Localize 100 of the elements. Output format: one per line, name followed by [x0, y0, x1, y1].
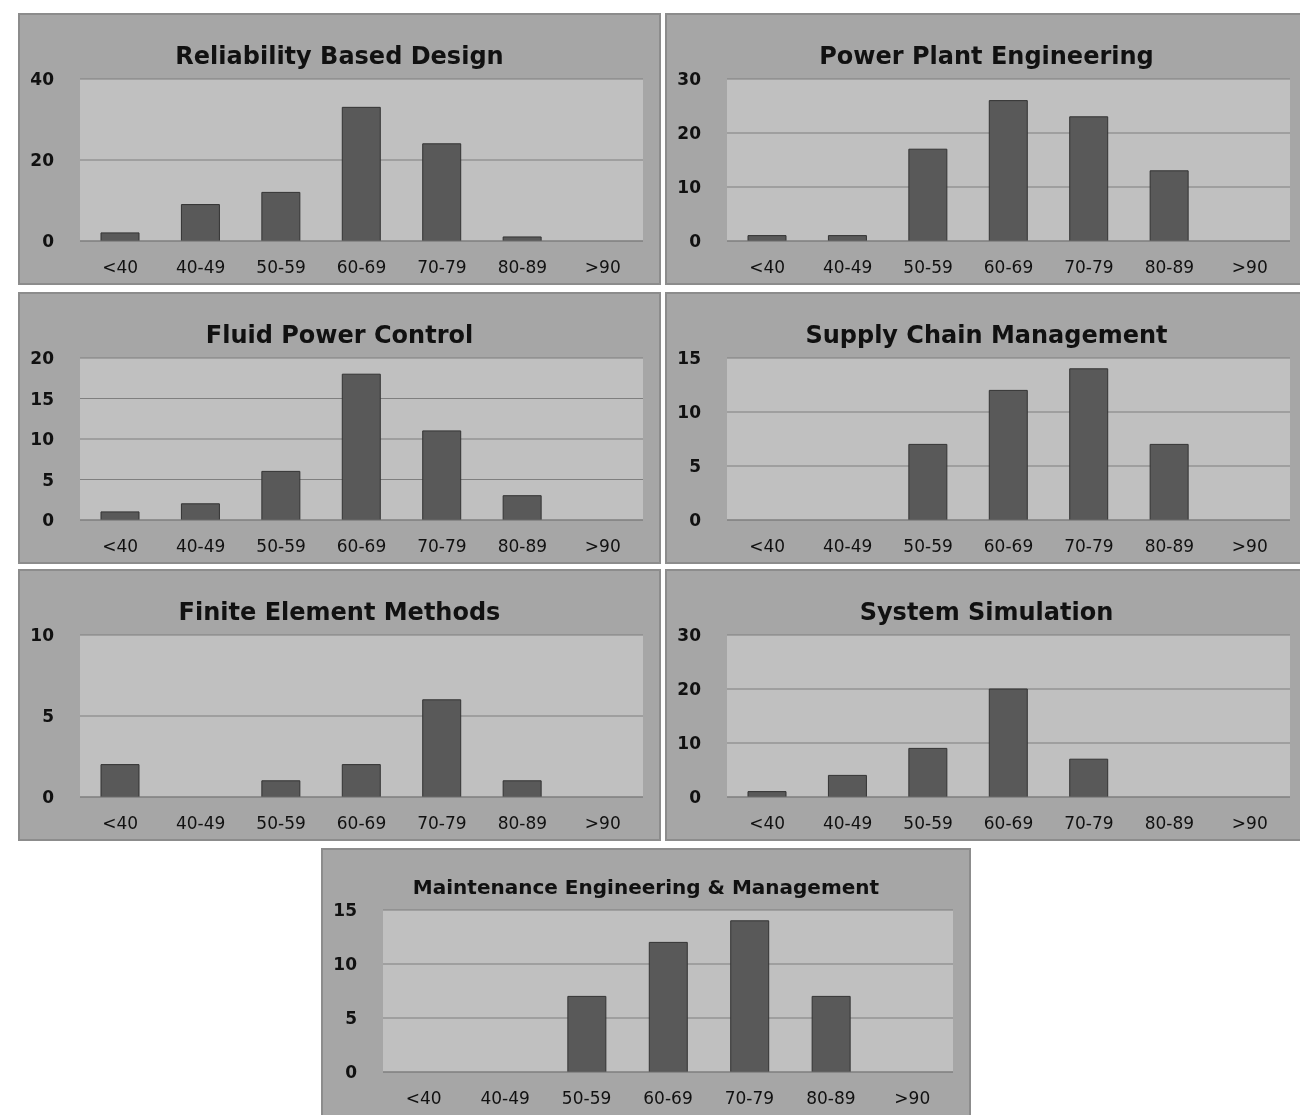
- bar: [908, 443, 948, 520]
- chart-title: Finite Element Methods: [177, 597, 502, 627]
- y-tick-label: 10: [30, 625, 55, 646]
- y-tick-label: 20: [677, 679, 702, 700]
- chart-title: Maintenance Engineering & Management: [411, 874, 881, 901]
- bar: [341, 373, 381, 520]
- bar: [827, 774, 867, 797]
- y-tick-label: 15: [30, 388, 54, 409]
- x-tick-label: 50-59: [256, 536, 306, 557]
- bar: [261, 780, 301, 797]
- x-tick-label: 70-79: [724, 1088, 775, 1109]
- bar: [100, 764, 140, 797]
- bar: [180, 503, 220, 520]
- x-tick-label: 70-79: [1064, 813, 1114, 834]
- bar: [1069, 368, 1109, 520]
- y-tick-label: 40: [30, 69, 55, 90]
- x-tick-label: >90: [1231, 257, 1268, 278]
- bar: [811, 995, 851, 1072]
- y-tick-label: 5: [345, 1008, 357, 1029]
- x-tick-label: 60-69: [336, 536, 387, 557]
- y-tick-label: 10: [30, 429, 55, 450]
- x-tick-label: 60-69: [983, 536, 1034, 557]
- bar: [422, 430, 462, 520]
- y-tick-label: 0: [689, 231, 702, 252]
- x-tick-label: >90: [1231, 536, 1268, 557]
- x-tick-label: <40: [102, 257, 139, 278]
- bar: [730, 920, 770, 1072]
- x-tick-label: 80-89: [497, 813, 548, 834]
- bar: [261, 470, 301, 520]
- x-tick-label: 80-89: [806, 1088, 856, 1109]
- bar: [567, 995, 607, 1072]
- x-tick-label: 80-89: [497, 536, 548, 557]
- x-tick-label: 60-69: [983, 813, 1034, 834]
- x-tick-label: 40-49: [822, 257, 873, 278]
- bar: [422, 143, 462, 241]
- chart-title: System Simulation: [858, 597, 1115, 627]
- x-tick-label: <40: [102, 536, 139, 557]
- y-tick-label: 10: [677, 177, 702, 198]
- bar: [988, 688, 1028, 797]
- y-tick-label: 30: [677, 69, 702, 90]
- x-tick-label: 70-79: [1064, 536, 1114, 557]
- x-tick-label: 60-69: [336, 257, 387, 278]
- y-tick-label: 15: [333, 900, 357, 921]
- y-tick-label: 10: [677, 733, 702, 754]
- y-tick-label: 5: [689, 456, 701, 477]
- y-tick-label: 20: [677, 123, 702, 144]
- bar: [988, 100, 1028, 241]
- x-tick-label: 50-59: [903, 257, 953, 278]
- bar: [502, 780, 542, 797]
- x-tick-label: 80-89: [497, 257, 548, 278]
- bar: [1149, 170, 1189, 241]
- chart-title: Fluid Power Control: [204, 320, 475, 350]
- x-tick-label: 70-79: [417, 813, 467, 834]
- y-tick-label: 5: [42, 706, 54, 727]
- x-tick-label: 40-49: [822, 813, 873, 834]
- x-tick-label: 50-59: [903, 813, 953, 834]
- x-tick-label: 60-69: [983, 257, 1034, 278]
- chart-title: Reliability Based Design: [174, 41, 505, 71]
- y-tick-label: 15: [677, 348, 701, 369]
- bar: [908, 747, 948, 797]
- bar: [422, 699, 462, 797]
- chart-title: Supply Chain Management: [804, 320, 1169, 350]
- x-tick-label: 40-49: [175, 813, 226, 834]
- y-tick-label: 0: [345, 1062, 358, 1083]
- bar: [341, 764, 381, 797]
- bar: [180, 204, 220, 241]
- x-tick-label: >90: [584, 536, 621, 557]
- x-tick-label: >90: [894, 1088, 931, 1109]
- y-tick-label: 20: [30, 348, 55, 369]
- bar: [100, 232, 140, 241]
- bar: [648, 941, 688, 1072]
- x-tick-label: 70-79: [1064, 257, 1114, 278]
- x-tick-label: 50-59: [561, 1088, 612, 1109]
- x-tick-label: 40-49: [480, 1088, 530, 1109]
- x-tick-label: 70-79: [417, 536, 467, 557]
- bar: [261, 191, 301, 241]
- chart-title: Power Plant Engineering: [818, 41, 1155, 71]
- x-tick-label: <40: [749, 813, 786, 834]
- bar: [988, 389, 1028, 520]
- bar: [908, 148, 948, 241]
- bar: [1069, 116, 1109, 241]
- y-tick-label: 20: [30, 150, 55, 171]
- x-tick-label: 60-69: [336, 813, 387, 834]
- y-tick-label: 5: [42, 469, 54, 490]
- y-tick-label: 0: [689, 510, 702, 531]
- x-tick-label: 50-59: [256, 257, 306, 278]
- x-tick-label: <40: [749, 536, 786, 557]
- x-tick-label: 80-89: [1144, 257, 1195, 278]
- bar: [1149, 443, 1189, 520]
- x-tick-label: 50-59: [903, 536, 953, 557]
- x-tick-label: <40: [102, 813, 139, 834]
- x-tick-label: 70-79: [417, 257, 467, 278]
- x-tick-label: 60-69: [643, 1088, 693, 1109]
- bar: [1069, 758, 1109, 797]
- y-tick-label: 0: [42, 787, 55, 808]
- y-tick-label: 0: [42, 510, 55, 531]
- x-tick-label: >90: [1231, 813, 1268, 834]
- x-tick-label: 80-89: [1144, 813, 1195, 834]
- x-tick-label: >90: [584, 813, 621, 834]
- bar: [502, 236, 542, 241]
